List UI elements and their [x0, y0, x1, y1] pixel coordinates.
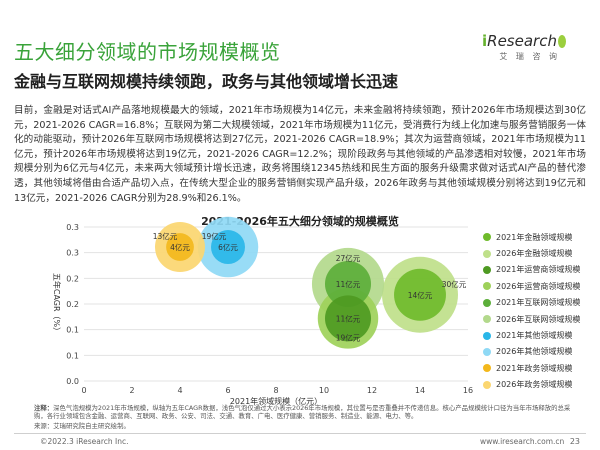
x-tick-label: 10 [319, 386, 329, 395]
footer-divider [14, 433, 586, 434]
footer-website[interactable]: www.iresearch.com.cn [480, 437, 565, 446]
legend-label: 2021年其他领域规模 [496, 331, 573, 341]
y-tick-label: 0.1 [66, 326, 79, 335]
legend-item: 2021年政务领域规模 [483, 360, 593, 376]
legend-item: 2021年其他领域规模 [483, 327, 593, 343]
bubble-data-label: 13亿元 [153, 231, 178, 241]
legend-item: 2021年互联网领域规模 [483, 295, 593, 311]
bubble-data-label: 14亿元 [408, 290, 433, 300]
legend-label: 2026年互联网领域规模 [496, 314, 581, 324]
legend-swatch [483, 364, 491, 373]
bubble-data-label: 19亿元 [336, 332, 361, 342]
iresearch-logo: iResearch 艾 瑞 咨 询 [482, 32, 566, 66]
legend-item: 2021年金融领域规模 [483, 229, 593, 245]
bubble-point [211, 230, 245, 265]
legend-swatch [483, 380, 491, 389]
legend-swatch [483, 315, 491, 324]
legend-label: 2021年政务领域规模 [496, 363, 573, 373]
bubble-data-label: 6亿元 [218, 242, 238, 252]
legend-swatch [483, 347, 491, 356]
legend-item: 2021年运营商领域规模 [483, 262, 593, 278]
bubble-point [394, 268, 446, 321]
chart-title: 2021-2026年五大细分领域的规模概览 [201, 215, 399, 228]
bubble-data-label: 11亿元 [336, 313, 361, 323]
x-tick-label: 4 [177, 386, 182, 395]
legend-swatch [483, 233, 491, 242]
legend-item: 2026年运营商领域规模 [483, 278, 593, 294]
y-axis-label: 五年CAGR（%） [52, 273, 62, 335]
summary-paragraph: 目前，金融是对话式AI产品落地规模最大的领域，2021年市场规模为14亿元，未来… [14, 105, 586, 204]
logo-subtext: 艾 瑞 咨 询 [499, 52, 560, 61]
chart-note: 注释：深色气泡规模为2021年市场规模，纵轴为五年CAGR数据，浅色气泡仅通过大… [34, 404, 571, 420]
x-tick-label: 12 [367, 386, 377, 395]
page-subtitle: 金融与互联网规模持续领跑，政务与其他领域增长迅速 [14, 72, 399, 91]
bubble-data-label: 30亿元 [442, 279, 467, 289]
bubble-point [324, 260, 372, 307]
bubble-data-label: 27亿元 [336, 253, 361, 263]
legend-label: 2026年其他领域规模 [496, 347, 573, 357]
x-tick-label: 8 [273, 386, 278, 395]
x-tick-label: 2 [129, 386, 134, 395]
x-tick-label: 6 [225, 386, 230, 395]
bubble-point [166, 233, 194, 261]
legend-item: 2026年金融领域规模 [483, 245, 593, 261]
x-tick-label: 16 [463, 386, 473, 395]
y-tick-label: 0.0 [66, 377, 79, 386]
chart-legend: 2021年金融领域规模 2026年金融领域规模 2021年运营商领域规模 2026年运… [483, 229, 593, 393]
legend-label: 2021年运营商领域规模 [496, 265, 581, 275]
legend-item: 2026年政务领域规模 [483, 377, 593, 393]
bubble-data-label: 19亿元 [202, 231, 227, 241]
y-tick-label: 0.3 [66, 223, 79, 232]
page-number: 23 [569, 437, 580, 446]
legend-label: 2026年政务领域规模 [496, 380, 573, 390]
legend-label: 2026年运营商领域规模 [496, 281, 581, 291]
page-title: 五大细分领域的市场规模概览 [14, 40, 281, 64]
bubble-data-label: 11亿元 [336, 279, 361, 289]
legend-swatch [483, 249, 491, 258]
legend-swatch [483, 282, 491, 291]
bubble-point [324, 295, 372, 342]
y-tick-label: 0.1 [66, 351, 79, 360]
legend-swatch [483, 298, 491, 307]
chart-source: 来源：艾瑞研究院自主研究绘制。 [34, 422, 130, 430]
legend-item: 2026年互联网领域规模 [483, 311, 593, 327]
logo-wordmark: iResearch [482, 32, 557, 50]
y-tick-label: 0.3 [66, 249, 79, 258]
footer-copyright: ©2022.3 iResearch Inc. [40, 437, 129, 446]
x-tick-label: 0 [81, 386, 86, 395]
logo-leaf-icon [558, 35, 566, 48]
y-tick-label: 0.2 [66, 300, 79, 309]
x-axis-label: 2021年领域规模（亿元） [230, 396, 322, 406]
legend-label: 2021年互联网领域规模 [496, 298, 581, 308]
legend-label: 2021年金融领域规模 [496, 232, 573, 242]
legend-label: 2026年金融领域规模 [496, 249, 573, 259]
bubble-data-label: 4亿元 [170, 242, 190, 252]
y-tick-label: 0.2 [66, 274, 79, 283]
legend-swatch [483, 265, 491, 274]
legend-swatch [483, 331, 491, 340]
legend-item: 2026年其他领域规模 [483, 344, 593, 360]
x-tick-label: 14 [415, 386, 425, 395]
